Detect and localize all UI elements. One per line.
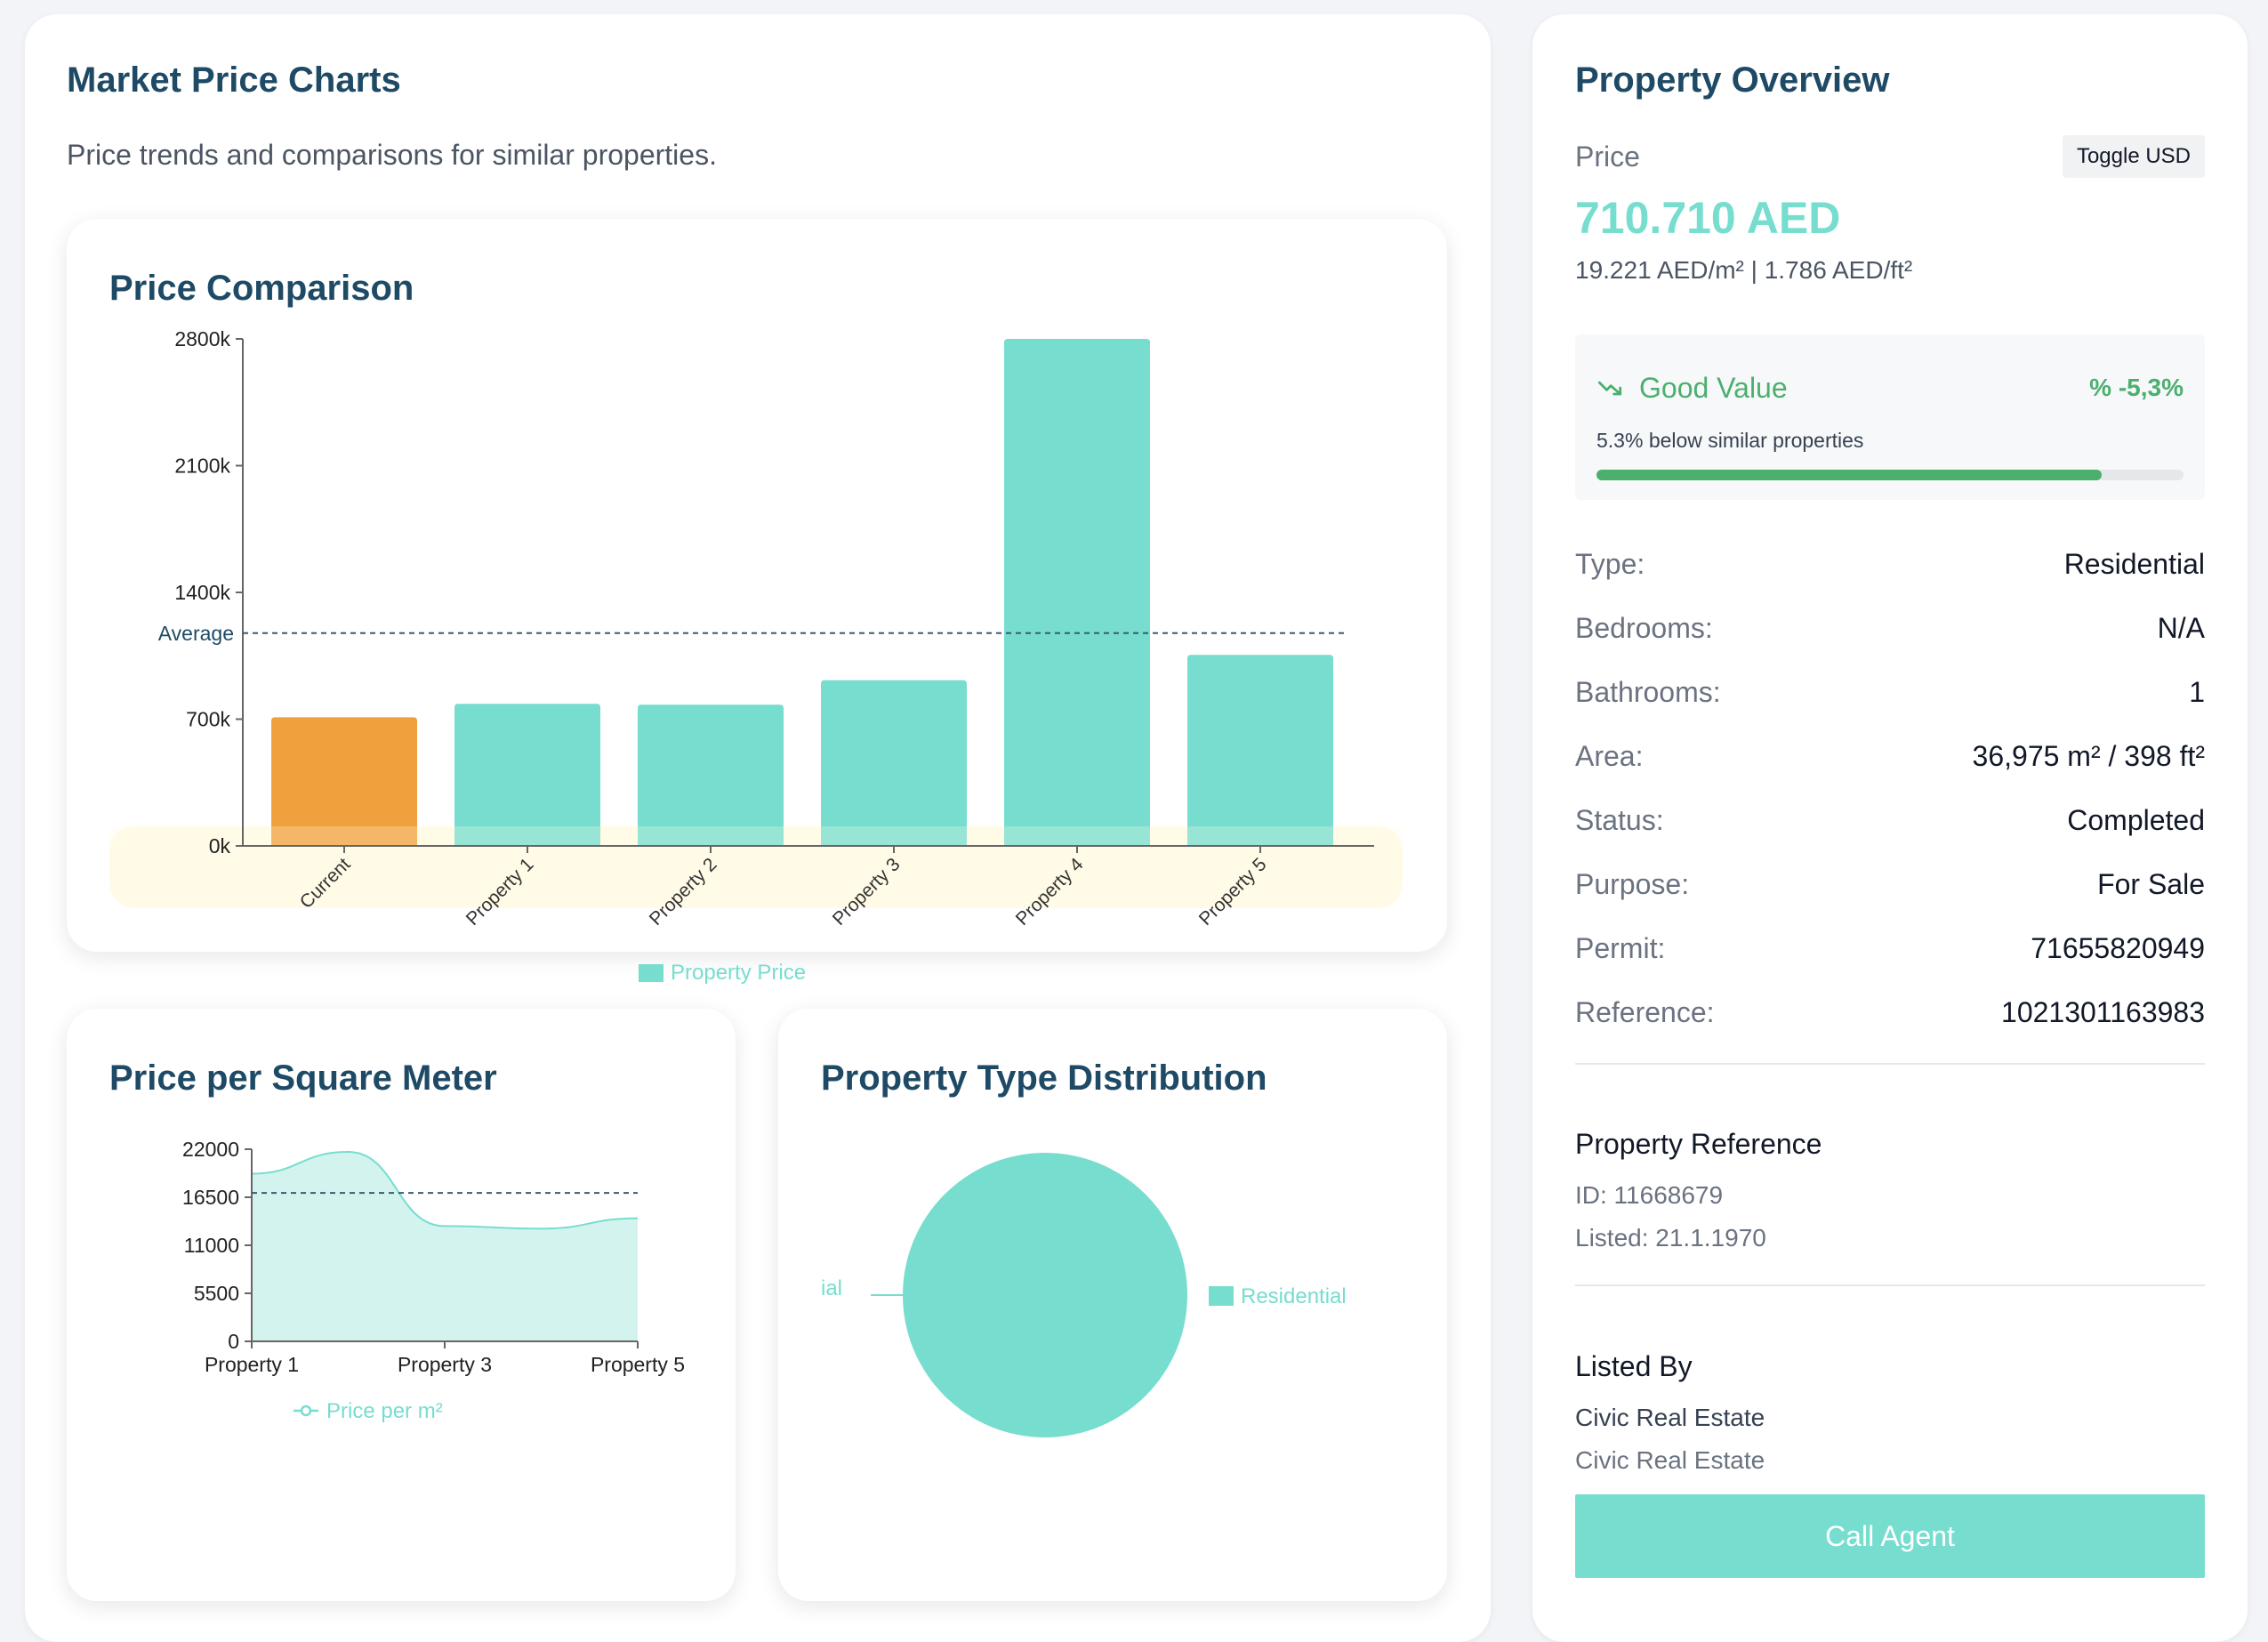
y-tick-label-4: 2800k bbox=[174, 327, 230, 350]
legend-swatch-property-price bbox=[639, 964, 664, 982]
detail-value: N/A bbox=[2157, 612, 2205, 644]
y-tick-label-2: 1400k bbox=[174, 581, 230, 604]
detail-value: 1021301163983 bbox=[2001, 996, 2205, 1028]
legend-marker-icon bbox=[300, 1405, 312, 1417]
value-badge-description: 5.3% below similar properties bbox=[1596, 429, 1864, 452]
detail-row-bathrooms: Bathrooms: 1 bbox=[1575, 676, 2205, 712]
bar-current bbox=[271, 717, 417, 846]
detail-value: Completed bbox=[2067, 804, 2205, 836]
detail-row-status: Status: Completed bbox=[1575, 804, 2205, 840]
price-value: 710.710 AED bbox=[1575, 193, 1841, 243]
pie-slice-label: ial bbox=[821, 1276, 842, 1300]
highlight-band-overlay bbox=[109, 826, 1403, 846]
detail-row-purpose: Purpose: For Sale bbox=[1575, 868, 2205, 904]
listed-by-title: Listed By bbox=[1575, 1350, 1693, 1382]
type-distribution-card: Property Type Distribution ial Residentia… bbox=[778, 1009, 1447, 1601]
detail-value: Residential bbox=[2063, 548, 2205, 580]
detail-label: Bathrooms: bbox=[1575, 676, 1721, 708]
y-tick-label-3: 2100k bbox=[174, 455, 230, 478]
value-progress-fill bbox=[1596, 470, 2102, 480]
detail-label: Bedrooms: bbox=[1575, 612, 1713, 644]
toggle-usd-button[interactable]: Toggle USD bbox=[2062, 135, 2205, 178]
x-tick-label-property-3: Property 3 bbox=[398, 1353, 492, 1376]
detail-value: For Sale bbox=[2097, 868, 2205, 900]
agency-name[interactable]: Civic Real Estate bbox=[1575, 1404, 1765, 1431]
market-charts-subtitle: Price trends and comparisons for similar… bbox=[67, 139, 717, 171]
price-comparison-chart: Current Property 1 Property 2 Property 3 Pro… bbox=[109, 327, 1403, 930]
divider-1 bbox=[1575, 1063, 2205, 1065]
bar-property-4 bbox=[1004, 339, 1150, 846]
value-badge-percent: % -5,3% bbox=[2089, 374, 2184, 401]
property-overview-card: Property Overview Price Toggle USD 710.7… bbox=[1532, 14, 2248, 1642]
property-reference-listed: Listed: 21.1.1970 bbox=[1575, 1224, 1766, 1252]
detail-value: 36,975 m² / 398 ft² bbox=[1972, 740, 2205, 772]
detail-row-area: Area: 36,975 m² / 398 ft² bbox=[1575, 740, 2205, 776]
bar-property-1 bbox=[454, 704, 600, 846]
divider-2 bbox=[1575, 1284, 2205, 1286]
price-comparison-legend: Property Price bbox=[639, 957, 806, 989]
call-agent-button[interactable]: Call Agent bbox=[1575, 1494, 2205, 1578]
value-badge-label: Good Value bbox=[1639, 372, 1788, 404]
y-tick-label-2: 11000 bbox=[184, 1234, 239, 1257]
market-charts-title: Market Price Charts bbox=[67, 60, 401, 100]
type-distribution-title: Property Type Distribution bbox=[821, 1058, 1267, 1098]
legend-label-property-price: Property Price bbox=[671, 961, 807, 985]
detail-value: 1 bbox=[2189, 676, 2205, 708]
bar-property-3 bbox=[821, 680, 967, 846]
detail-label: Type: bbox=[1575, 548, 1645, 580]
detail-label: Purpose: bbox=[1575, 868, 1690, 900]
price-per-sqm-title: Price per Square Meter bbox=[109, 1058, 497, 1098]
legend-swatch-residential bbox=[1209, 1286, 1234, 1306]
bar-property-2 bbox=[638, 704, 784, 846]
property-reference-id: ID: 11668679 bbox=[1575, 1181, 1724, 1209]
bar-property-5 bbox=[1187, 655, 1333, 846]
x-tick-label-property-5: Property 5 bbox=[591, 1353, 685, 1376]
agency-subtitle: Civic Real Estate bbox=[1575, 1446, 1765, 1474]
price-comparison-card: Price Comparison Current Property 1 Proper… bbox=[67, 219, 1447, 952]
pie-slice-residential bbox=[903, 1153, 1187, 1437]
value-progress-track bbox=[1596, 470, 2184, 480]
area-line bbox=[251, 1150, 639, 1230]
detail-row-bedrooms: Bedrooms: N/A bbox=[1575, 612, 2205, 648]
trending-down-icon bbox=[1597, 381, 1622, 396]
detail-row-reference: Reference: 1021301163983 bbox=[1575, 996, 2205, 1032]
detail-row-type: Type: Residential bbox=[1575, 548, 2205, 584]
detail-value: 71655820949 bbox=[2031, 932, 2205, 964]
price-per-sqm-chart: 0 5500 11000 16500 22000 Property 1 Property 3… bbox=[182, 1138, 685, 1423]
detail-label: Area: bbox=[1575, 740, 1644, 772]
price-per-area: 19.221 AED/m² | 1.786 AED/ft² bbox=[1575, 256, 1913, 284]
average-label: Average bbox=[158, 622, 234, 645]
price-per-sqm-card: Price per Square Meter 0 5500 11000 16500 22… bbox=[67, 1009, 736, 1601]
property-reference-title: Property Reference bbox=[1575, 1128, 1822, 1160]
legend-label-residential: Residential bbox=[1241, 1284, 1347, 1308]
value-assessment-box: Good Value % -5,3% 5.3% below similar pr… bbox=[1575, 334, 2205, 500]
x-tick-label-property-1: Property 1 bbox=[205, 1353, 299, 1376]
price-comparison-title: Price Comparison bbox=[109, 269, 414, 308]
detail-label: Status: bbox=[1575, 804, 1664, 836]
detail-label: Permit: bbox=[1575, 932, 1666, 964]
y-tick-label-4: 22000 bbox=[182, 1138, 239, 1161]
market-charts-card: Market Price Charts Price trends and com… bbox=[25, 14, 1491, 1642]
detail-row-permit: Permit: 71655820949 bbox=[1575, 932, 2205, 968]
property-details-list: Type: Residential Bedrooms: N/A Bathrooms: 1 A… bbox=[1575, 548, 2205, 1046]
y-tick-label-0: 0k bbox=[209, 834, 231, 857]
y-tick-label-1: 5500 bbox=[194, 1282, 239, 1305]
area-fill bbox=[252, 1151, 638, 1341]
price-label: Price bbox=[1575, 141, 1640, 173]
type-distribution-chart: ial Residential bbox=[821, 1153, 1347, 1437]
legend-label-price-per-sqm: Price per m² bbox=[326, 1399, 443, 1423]
y-tick-label-1: 700k bbox=[186, 708, 230, 731]
y-tick-label-0: 0 bbox=[228, 1330, 239, 1353]
property-overview-title: Property Overview bbox=[1575, 60, 1890, 100]
y-tick-label-3: 16500 bbox=[182, 1186, 239, 1209]
detail-label: Reference: bbox=[1575, 996, 1715, 1028]
